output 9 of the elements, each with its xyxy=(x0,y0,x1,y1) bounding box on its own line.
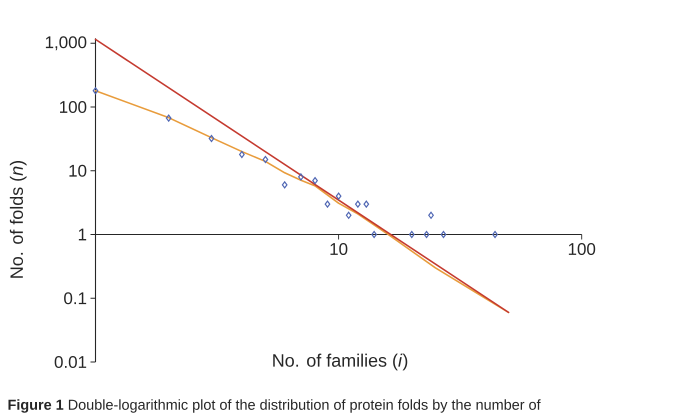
y-tick-label: 0.1 xyxy=(64,292,86,304)
y-tick-label: 10 xyxy=(69,164,86,177)
text: Figure 1 Double-logarithmic plot of the distribution of protein folds by the number of xyxy=(8,399,541,413)
x-axis-title: No. of families (i) xyxy=(273,354,408,370)
y-tick-label: 0.01 xyxy=(54,356,86,368)
y-tick-label: 1,000 xyxy=(46,36,86,50)
y-tick-label: 100 xyxy=(60,101,86,113)
y-tick-label: 1 xyxy=(78,228,86,240)
y-axis-title: No. of folds (n) xyxy=(10,161,27,278)
